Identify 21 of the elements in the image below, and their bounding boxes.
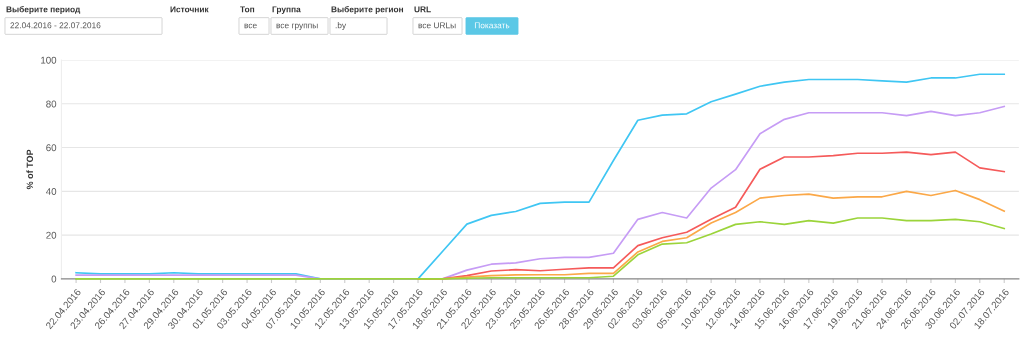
text: Группа xyxy=(272,6,301,14)
line-series xyxy=(75,73,1006,280)
y-tick-label: 80 xyxy=(46,100,57,108)
text: 22.04.2016 - 22.07.2016 xyxy=(10,22,101,29)
y-tick-label: 0 xyxy=(51,275,57,283)
text: Выберите регион xyxy=(331,6,404,14)
text: Источник xyxy=(170,6,209,13)
text: Показать xyxy=(474,22,510,29)
y-tick-label: 60 xyxy=(46,144,57,152)
y-tick-label: 100 xyxy=(41,56,57,64)
text: все группы xyxy=(276,23,318,30)
text: все xyxy=(244,23,257,29)
y-tick-label: 20 xyxy=(46,231,57,239)
y-axis-title: % of TOP xyxy=(26,149,34,190)
text: Выберите период xyxy=(6,6,81,14)
text: все URLы xyxy=(418,22,456,29)
text: Топ xyxy=(240,6,255,13)
text: .by xyxy=(335,22,347,30)
text: URL xyxy=(414,6,431,13)
line-series xyxy=(75,217,1006,280)
y-tick-label: 40 xyxy=(45,188,57,195)
